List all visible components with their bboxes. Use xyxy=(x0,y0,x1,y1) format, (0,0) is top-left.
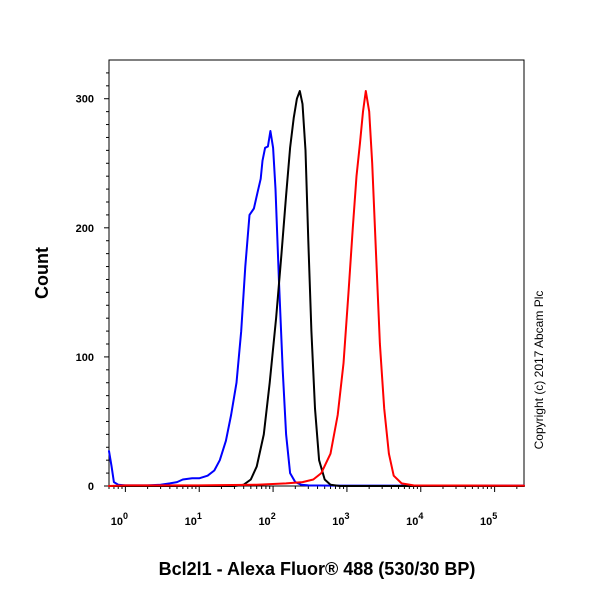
x-tick-label: 102 xyxy=(258,511,275,528)
x-tick-label: 105 xyxy=(480,511,497,528)
x-tick-label: 103 xyxy=(332,511,349,528)
histogram-series-1 xyxy=(108,130,525,487)
x-tick-label: 104 xyxy=(406,511,423,528)
histogram-series-3 xyxy=(108,90,525,487)
y-tick-label: 200 xyxy=(76,223,94,235)
y-tick-label: 100 xyxy=(76,352,94,364)
y-axis-ticks: 0 100 200 300 xyxy=(76,72,109,493)
x-axis-title: Bcl2l1 - Alexa Fluor® 488 (530/30 BP) xyxy=(159,559,476,579)
y-axis-title: Count xyxy=(32,247,52,299)
x-tick-label: 101 xyxy=(185,511,202,528)
x-tick-label: 100 xyxy=(111,511,128,528)
y-tick-label: 0 xyxy=(88,481,94,493)
series-layer xyxy=(108,90,525,487)
histogram-series-2 xyxy=(108,90,525,487)
y-tick-label: 300 xyxy=(76,94,94,106)
copyright-annotation: Copyright (c) 2017 Abcam Plc xyxy=(532,291,546,450)
x-axis-ticks: 100 101 102 103 104 105 xyxy=(108,486,518,528)
